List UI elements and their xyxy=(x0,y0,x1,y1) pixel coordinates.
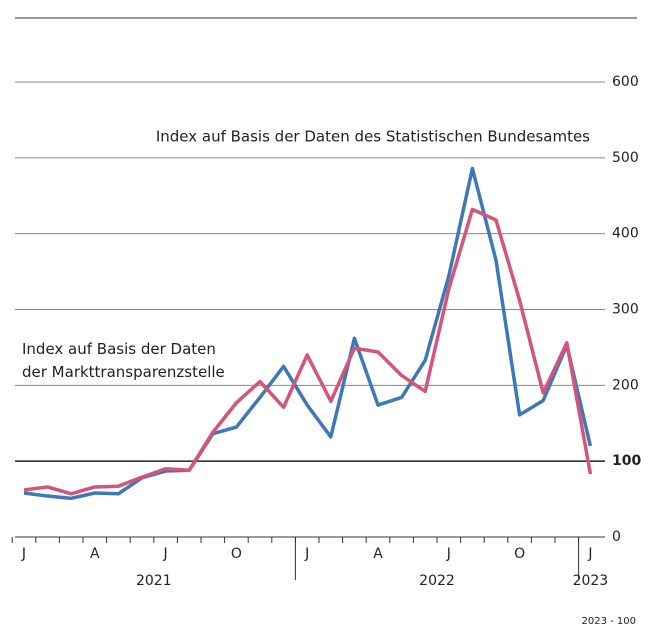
x-tick-label: A xyxy=(90,546,100,562)
x-tick-label: J xyxy=(446,546,451,562)
source: 2023 - 100 xyxy=(581,616,636,627)
x-tick-label: J xyxy=(304,546,309,562)
series-line xyxy=(23,207,593,496)
x-tick-label: O xyxy=(231,546,242,562)
y-tick-label: 600 xyxy=(612,74,639,90)
year-label: 2021 xyxy=(136,573,172,589)
series-line xyxy=(23,166,593,501)
legend-label: Index auf Basis der Daten der Markttransp… xyxy=(22,340,225,381)
y-tick-label: 500 xyxy=(612,150,639,166)
year-label: 2023 xyxy=(573,573,609,589)
legend-label: Index auf Basis der Daten des Statistisc… xyxy=(156,128,590,146)
x-tick-label: J xyxy=(21,546,26,562)
year-label: 2022 xyxy=(419,573,455,589)
x-tick-label: A xyxy=(373,546,383,562)
y-tick-label: 200 xyxy=(612,377,639,393)
x-tick-label: O xyxy=(514,546,525,562)
x-tick-label: J xyxy=(163,546,168,562)
x-tick-label: J xyxy=(587,546,592,562)
y-tick-label: 0 xyxy=(612,529,621,545)
y-tick-label: 300 xyxy=(612,302,639,318)
y-tick-label: 400 xyxy=(612,226,639,242)
y-tick-label: 100 xyxy=(612,453,641,469)
